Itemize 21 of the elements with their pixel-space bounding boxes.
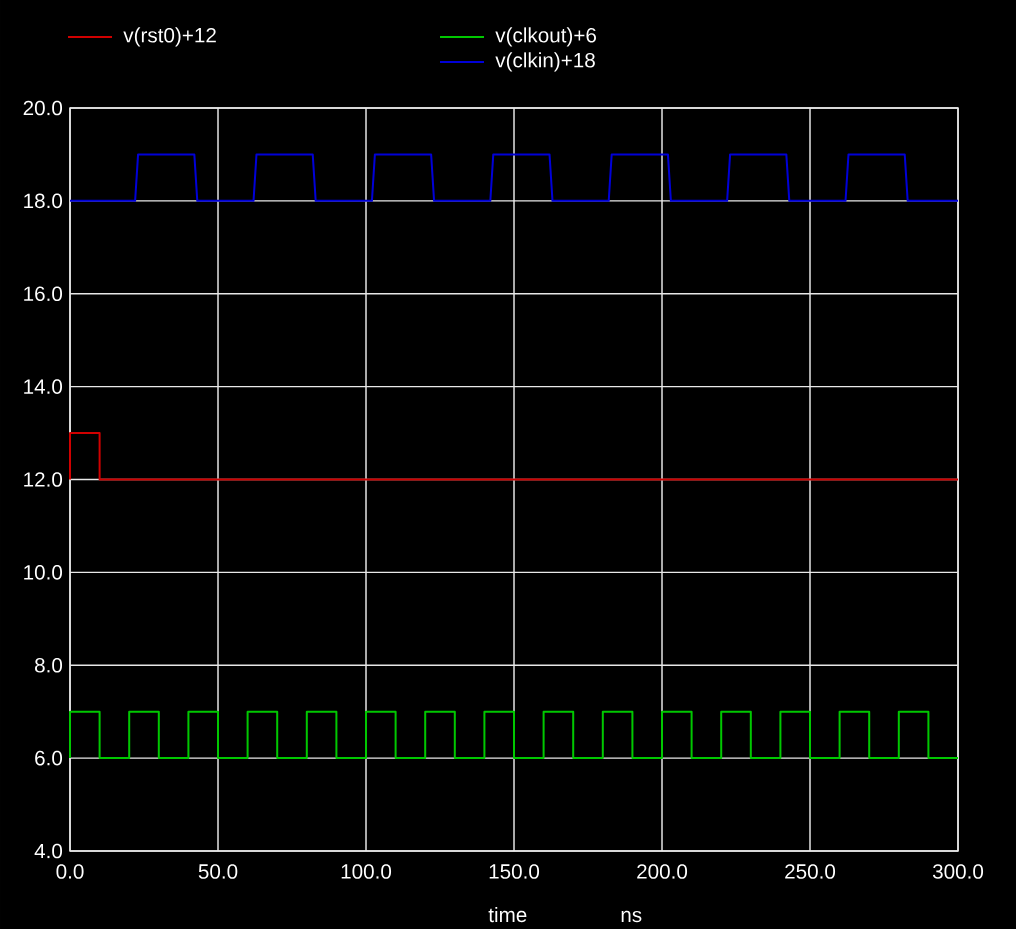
y-tick-label: 8.0	[35, 657, 63, 673]
x-tick-label: 150.0	[489, 864, 540, 879]
y-tick-label: 20.0	[23, 100, 63, 116]
y-tick-label: 18.0	[24, 193, 63, 209]
y-tick-label: 10.0	[24, 565, 63, 580]
x-tick-label: 100.0	[341, 864, 392, 879]
y-tick-label: 4.0	[34, 843, 63, 859]
legend-label: v(clkout)+6	[495, 27, 596, 47]
x-axis-title: time	[488, 906, 527, 923]
y-tick-label: 14.0	[24, 379, 63, 394]
x-tick-label: 250.0	[785, 864, 836, 879]
y-tick-label: 12.0	[24, 472, 63, 487]
x-tick-label: 0.0	[56, 864, 84, 879]
legend-label: v(rst0)+12	[123, 27, 216, 47]
legend-label: v(clkin)+18	[495, 52, 595, 72]
x-tick-label: 200.0	[637, 864, 688, 879]
text: ns	[621, 910, 642, 923]
x-tick-label: 300.0	[932, 864, 984, 879]
y-tick-label: 16.0	[24, 286, 63, 302]
y-tick-label: 6.0	[35, 750, 63, 766]
x-tick-label: 50.0	[198, 864, 238, 879]
